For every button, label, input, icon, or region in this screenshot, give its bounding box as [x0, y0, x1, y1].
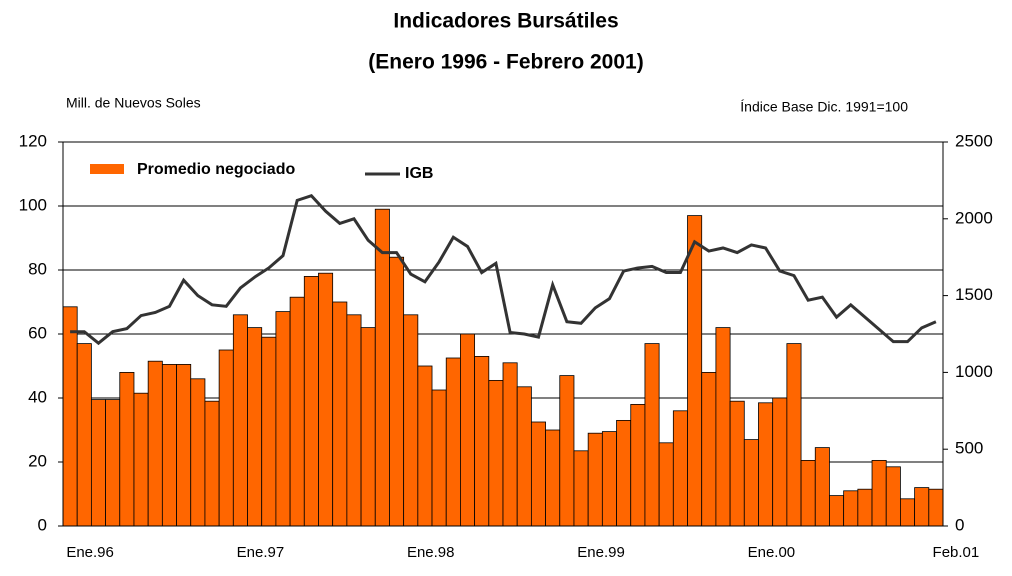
bar: [303, 275, 319, 527]
x-tick-label: Ene.00: [748, 544, 796, 561]
bar: [360, 327, 376, 527]
bar: [587, 432, 603, 527]
y2-tick-label: 2500: [955, 131, 993, 150]
y2-axis-label: Índice Base Dic. 1991=100: [740, 99, 908, 115]
bar: [119, 371, 135, 527]
y-tick-label: 80: [28, 259, 47, 278]
y2-tick-label: 0: [955, 515, 964, 534]
bar: [644, 343, 660, 527]
bar: [758, 402, 774, 527]
bar: [601, 431, 617, 527]
bar: [616, 419, 632, 527]
bar: [715, 327, 731, 527]
bar: [516, 386, 532, 527]
y-tick-label: 20: [28, 451, 47, 470]
legend-label: Promedio negociado: [137, 161, 295, 178]
bar: [743, 439, 759, 527]
bar: [474, 355, 490, 527]
y2-tick-label: 2000: [955, 208, 993, 227]
bar: [389, 256, 405, 527]
bar: [672, 410, 688, 527]
bar: [346, 314, 362, 527]
bar: [460, 333, 476, 527]
bar: [800, 459, 816, 527]
bar: [687, 215, 703, 527]
y-tick-label: 120: [19, 131, 47, 150]
bar: [417, 365, 433, 527]
bar: [275, 311, 291, 527]
bar: [786, 343, 802, 527]
x-tick-label: Ene.98: [407, 544, 455, 561]
bar: [658, 442, 674, 527]
y-tick-label: 100: [19, 195, 47, 214]
bar: [885, 466, 901, 527]
bar: [190, 378, 206, 527]
legend-swatch: [90, 164, 124, 174]
x-tick-label: Ene.97: [237, 544, 285, 561]
bar: [573, 450, 589, 527]
chart-title: Indicadores Bursátiles: [393, 10, 618, 33]
bar: [76, 343, 92, 527]
bar: [133, 392, 149, 527]
bar: [161, 363, 177, 527]
bar: [814, 447, 830, 527]
bar: [374, 208, 390, 527]
bar: [488, 379, 504, 527]
bar: [218, 349, 234, 527]
y-tick-label: 60: [28, 323, 47, 342]
bar: [928, 488, 944, 527]
bar: [147, 360, 163, 527]
legend-label: IGB: [405, 165, 433, 182]
bar: [204, 400, 220, 527]
bar: [176, 363, 192, 527]
bar: [62, 306, 78, 527]
chart-subtitle: (Enero 1996 - Febrero 2001): [368, 51, 643, 74]
bar: [729, 400, 745, 527]
line: [70, 194, 937, 346]
y-tick-label: 0: [38, 515, 47, 534]
bar: [871, 459, 887, 527]
x-tick-label: Ene.96: [66, 544, 114, 561]
bar: [232, 314, 248, 527]
bar: [445, 357, 461, 527]
bar: [630, 403, 646, 527]
y-tick-label: 40: [28, 387, 47, 406]
bar: [502, 362, 518, 527]
bar: [545, 429, 561, 527]
bar: [247, 327, 263, 527]
bar: [530, 421, 546, 527]
bar: [843, 490, 859, 527]
bar: [332, 301, 348, 527]
bar: [403, 314, 419, 527]
bar: [289, 296, 305, 527]
bar: [318, 272, 334, 527]
bar: [105, 399, 121, 527]
bar: [90, 399, 106, 527]
bar: [431, 389, 447, 527]
bar: [857, 488, 873, 527]
bar: [559, 375, 575, 527]
y2-tick-label: 1000: [955, 362, 993, 381]
x-tick-label: Feb.01: [933, 544, 980, 561]
y-axis-label: Mill. de Nuevos Soles: [66, 95, 201, 111]
y2-tick-label: 500: [955, 439, 983, 458]
x-tick-label: Ene.99: [577, 544, 625, 561]
bar: [914, 487, 930, 527]
bar: [829, 495, 845, 527]
y2-tick-label: 1500: [955, 285, 993, 304]
bar: [772, 397, 788, 527]
bar: [900, 498, 916, 527]
bar: [261, 336, 277, 527]
bar: [701, 371, 717, 527]
